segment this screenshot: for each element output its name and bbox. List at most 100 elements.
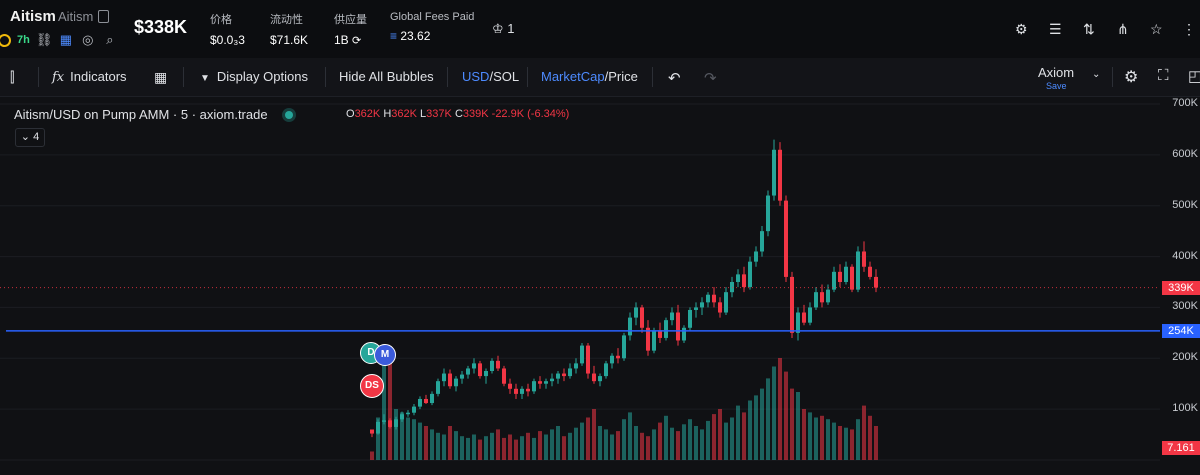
stat-price: 价格 $0.0₃3 — [210, 11, 245, 47]
search-icon[interactable]: ⌕ — [106, 32, 114, 47]
volume-bar — [778, 358, 782, 460]
candle-body — [568, 368, 572, 377]
volume-bar — [454, 431, 458, 460]
migrate-marker[interactable]: M — [374, 344, 396, 366]
volume-bar — [448, 426, 452, 460]
filter-list-icon[interactable]: ☰ — [1049, 21, 1062, 37]
hide-bubbles-button[interactable]: Hide All Bubbles — [339, 69, 434, 84]
stat-value: ≡ 23.62 — [390, 29, 474, 43]
settings-icon[interactable]: ⚙ — [1015, 21, 1028, 37]
token-header: Aitism Aitism 7h ⛓ ▦ ◎ ⌕ $338K 价格 $0.0₃3… — [0, 0, 1200, 58]
volume-bar — [478, 439, 482, 460]
candle-body — [706, 294, 710, 303]
volume-bar — [412, 419, 416, 460]
layout-name[interactable]: Axiom — [1038, 65, 1075, 80]
volume-bar — [766, 378, 770, 460]
share-icon[interactable]: ⋔ — [1117, 21, 1129, 37]
price-chart[interactable] — [0, 96, 1160, 475]
volume-bar — [754, 395, 758, 460]
redo-icon[interactable]: ↷ — [704, 70, 717, 87]
candle-body — [592, 373, 596, 382]
candle-body — [850, 266, 854, 290]
candle-body — [790, 276, 794, 333]
volume-bar — [808, 412, 812, 460]
sort-arrows-icon[interactable]: ⇅ — [1083, 21, 1095, 37]
candle-body — [670, 312, 674, 321]
screenshot-icon[interactable]: ◰ — [1188, 68, 1200, 85]
candle-body — [736, 274, 740, 282]
volume-bar — [646, 436, 650, 460]
volume-bar — [496, 429, 500, 460]
candle-body — [400, 414, 404, 420]
currency-toggle[interactable]: USD/SOL — [462, 69, 519, 84]
candle-body — [580, 345, 584, 364]
chart-toolbar: ⫿ fx Indicators ▦ ▼ Display Options Hide A… — [0, 58, 1200, 97]
candle-body — [820, 292, 824, 303]
stat-label: Global Fees Paid — [390, 11, 475, 23]
candle-body — [640, 307, 644, 328]
layout-save[interactable]: Save — [1046, 81, 1067, 91]
volume-bar — [658, 422, 662, 460]
indicators-button[interactable]: fx Indicators — [52, 69, 127, 85]
candle-body — [520, 388, 524, 394]
volume-bar — [598, 426, 602, 460]
high-value: 362K — [391, 108, 417, 120]
volume-bar — [532, 437, 536, 460]
refresh-icon[interactable]: ⟳ — [352, 35, 362, 47]
price-axis[interactable]: 700K 600K 500K 400K 300K 200K 100K — [1160, 96, 1200, 475]
volume-bar — [676, 431, 680, 460]
volume-bar — [580, 422, 584, 460]
volume-bar — [376, 417, 380, 460]
volume-bar — [592, 409, 596, 460]
more-icon[interactable]: ⋮ — [1182, 21, 1196, 37]
volume-bar — [688, 419, 692, 460]
candle-body — [460, 374, 464, 379]
low-value: 337K — [426, 108, 452, 120]
candle-body — [664, 320, 668, 338]
fullscreen-icon[interactable]: ⛶ — [1158, 67, 1169, 84]
holders-crown[interactable]: ♔ 1 — [492, 21, 515, 37]
star-icon[interactable]: ☆ — [1150, 21, 1163, 37]
divider — [183, 67, 184, 87]
low-label: L — [420, 108, 427, 120]
candle-body — [406, 412, 410, 415]
axis-tick-label: 200K — [1172, 351, 1198, 364]
token-name[interactable]: Aitism — [10, 8, 56, 25]
hline-price-badge: 254K — [1162, 323, 1200, 338]
volume-bar — [814, 417, 818, 460]
divider — [652, 67, 653, 87]
collapse-indicators-button[interactable]: ⌄ 4 — [15, 128, 45, 147]
candle-body — [484, 371, 488, 377]
volume-bar — [388, 361, 392, 460]
volume-bar — [826, 419, 830, 460]
token-age: 7h — [17, 34, 30, 46]
mode-toggle[interactable]: MarketCap/Price — [541, 69, 638, 84]
candle-type-icon[interactable]: ⫿ — [10, 69, 15, 85]
candle-body — [526, 388, 530, 392]
indicator-count: 4 — [33, 131, 40, 143]
candle-body — [556, 373, 560, 379]
copy-icon[interactable] — [98, 10, 109, 23]
dev-sell-marker[interactable]: DS — [360, 374, 384, 398]
undo-icon[interactable]: ↶ — [668, 70, 681, 87]
token-avatar — [0, 33, 11, 47]
candle-body — [724, 292, 728, 313]
candle-body — [712, 294, 716, 303]
volume-bar — [670, 427, 674, 460]
candle-body — [766, 195, 770, 232]
link-icon[interactable]: ⛓ — [35, 32, 53, 47]
volume-bar — [790, 388, 794, 460]
volume-bar — [622, 419, 626, 460]
chevron-down-icon[interactable]: ⌄ — [1092, 69, 1101, 80]
candle-body — [454, 378, 458, 387]
sol-icon: ≡ — [390, 29, 398, 43]
layout-grid-icon[interactable]: ▦ — [154, 69, 168, 85]
close-value: 339K — [462, 108, 489, 120]
display-options-button[interactable]: ▼ Display Options — [200, 69, 308, 84]
display-options-label: Display Options — [216, 69, 308, 84]
globe-icon[interactable]: ◎ — [82, 32, 94, 47]
chart-settings-icon[interactable]: ⚙ — [1124, 69, 1139, 86]
volume-bar — [508, 434, 512, 460]
bundle-icon[interactable]: ▦ — [59, 32, 72, 47]
volume-bar — [664, 415, 668, 460]
